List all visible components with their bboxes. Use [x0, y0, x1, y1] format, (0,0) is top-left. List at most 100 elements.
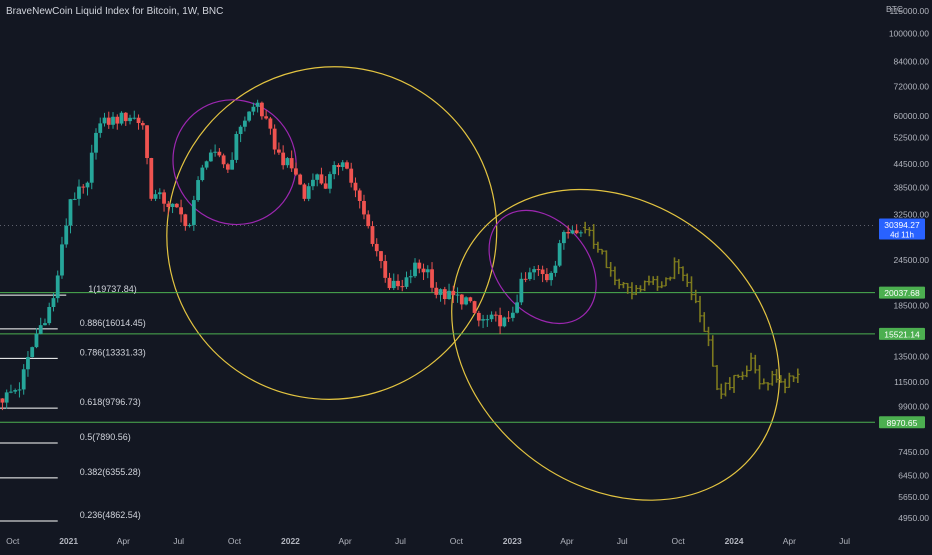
candle: [332, 161, 337, 180]
candle: [153, 189, 158, 202]
candle: [77, 179, 81, 206]
projection-bar: [583, 221, 588, 234]
candle: [489, 311, 494, 322]
candle: [345, 160, 349, 170]
chart-legend-title: BraveNewCoin Liquid Index for Bitcoin, 1…: [6, 6, 223, 17]
candle: [523, 272, 528, 283]
candle: [336, 163, 341, 176]
candle: [26, 351, 30, 377]
candle: [123, 112, 128, 126]
price-axis[interactable]: [875, 0, 932, 550]
candle: [383, 254, 388, 283]
projection-bar: [655, 275, 660, 291]
candle: [281, 145, 286, 170]
projection-bar: [604, 250, 609, 269]
price-tag: [879, 416, 925, 429]
x-tick-label: Apr: [560, 536, 573, 546]
candle: [213, 144, 218, 157]
y-tick-label: 9900.00: [898, 401, 929, 411]
candle: [459, 293, 464, 310]
candle: [425, 265, 430, 279]
candle: [81, 184, 86, 194]
candle: [387, 272, 392, 290]
candle: [353, 177, 358, 198]
candle: [400, 279, 405, 292]
candle: [515, 294, 520, 314]
projection-bar: [680, 266, 685, 282]
fib-level[interactable]: 0.5(7890.56): [0, 432, 131, 444]
x-tick-label: Apr: [783, 536, 796, 546]
candle: [200, 164, 205, 182]
candle: [98, 117, 103, 138]
x-tick-label: Oct: [228, 536, 242, 546]
fib-level[interactable]: 0.236(4862.54): [0, 510, 141, 522]
fib-level-label: 0.236(4862.54): [80, 510, 141, 520]
outer-ellipse-drawing[interactable]: [104, 4, 559, 461]
candle: [557, 239, 562, 268]
candle: [349, 162, 354, 188]
projection-bar: [787, 372, 792, 389]
x-tick-label: Jul: [173, 536, 184, 546]
candle: [574, 224, 579, 235]
candle: [149, 157, 154, 201]
projection-bar: [663, 277, 668, 287]
fib-level[interactable]: 0.786(13331.33): [0, 347, 146, 359]
candle: [532, 266, 537, 281]
candle: [289, 150, 294, 172]
candle: [242, 116, 247, 132]
projection-bar: [753, 354, 758, 374]
fib-level[interactable]: 1(19737.84): [0, 284, 137, 296]
fib-level-label: 0.382(6355.28): [80, 467, 141, 477]
fib-level[interactable]: 0.618(9796.73): [0, 397, 141, 409]
candle: [510, 306, 515, 322]
candle: [34, 328, 39, 349]
outer-ellipse-drawing[interactable]: [390, 125, 841, 550]
price-tag-label: 15521.14: [884, 329, 920, 339]
projection-bar: [791, 375, 796, 383]
y-tick-label: 84000.00: [894, 57, 930, 67]
candle: [217, 148, 222, 158]
candle: [272, 124, 277, 155]
candle: [43, 318, 47, 326]
projection-bar: [625, 282, 630, 294]
candle: [187, 223, 192, 228]
candle: [85, 181, 90, 196]
candle: [174, 203, 179, 208]
fib-level[interactable]: 0.886(16014.45): [0, 318, 146, 330]
candle: [111, 112, 115, 129]
y-tick-label: 6450.00: [898, 470, 929, 480]
x-tick-label: Jul: [839, 536, 850, 546]
candle: [277, 142, 281, 155]
candle: [183, 213, 188, 231]
y-tick-label: 100000.00: [889, 28, 929, 38]
candle: [21, 364, 26, 395]
candle: [536, 265, 541, 276]
projection-bar: [612, 266, 617, 286]
candle: [191, 195, 196, 231]
y-tick-label: 38500.00: [894, 182, 930, 192]
projection-bar: [608, 261, 613, 277]
bar-countdown-label: 4d 11h: [890, 230, 914, 239]
candle: [247, 111, 252, 123]
candle: [370, 221, 375, 247]
candle: [115, 114, 120, 130]
candle: [225, 162, 230, 174]
candle: [302, 183, 307, 202]
candle: [485, 314, 490, 327]
candle: [251, 102, 256, 116]
candle: [561, 230, 566, 250]
candle: [0, 398, 5, 411]
fib-level[interactable]: 0.382(6355.28): [0, 467, 141, 479]
candle: [306, 182, 311, 202]
inner-ellipse-drawing[interactable]: [149, 76, 321, 249]
time-axis[interactable]: [0, 532, 932, 550]
candle: [119, 111, 124, 126]
projection-bar: [770, 370, 775, 386]
candle: [234, 131, 239, 163]
inner-ellipse-drawing[interactable]: [467, 189, 618, 344]
candle: [374, 238, 379, 257]
projection-bar: [723, 382, 728, 397]
y-tick-label: 24500.00: [894, 255, 930, 265]
